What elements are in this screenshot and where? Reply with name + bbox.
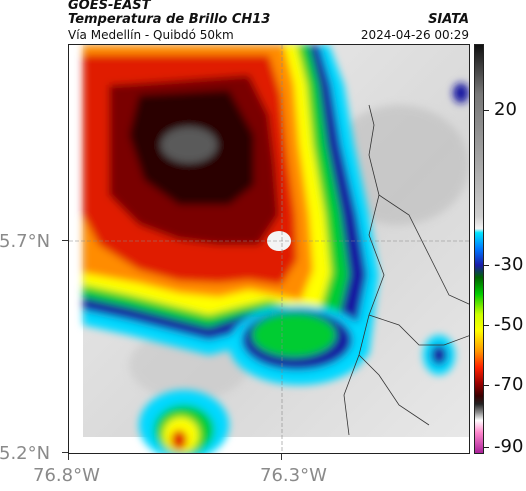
organization-label: SIATA: [428, 12, 469, 27]
timestamp: 2024-04-26 00:29: [360, 28, 469, 42]
route-subtitle: Vía Medellín - Quibdó 50km: [68, 28, 234, 42]
map-bottom-blank: [69, 437, 469, 453]
map-left-blank: [69, 45, 83, 453]
lon-label-76p8: 76.8°W: [33, 465, 100, 486]
brightness-temperature-map: [68, 44, 470, 454]
colorbar-tick-20: [484, 110, 489, 111]
lon-tick-76p3: [281, 454, 282, 460]
satellite-name: GOES-EAST: [68, 0, 151, 13]
lat-tick-5p7: [62, 240, 68, 241]
colorbar-label-m70: -70: [494, 374, 524, 395]
lon-tick-76p8: [68, 454, 69, 460]
cloud-top-grey: [161, 127, 217, 163]
map-title: Temperatura de Brillo CH13: [68, 12, 271, 27]
colorbar-label-m90: -90: [494, 436, 524, 457]
colorbar-tick-m90: [484, 447, 489, 448]
colorbar-label-m30: -30: [494, 254, 524, 275]
lon-label-76p3: 76.3°W: [260, 465, 327, 486]
boundary-lines: [343, 104, 469, 436]
lat-tick-5p2: [62, 452, 68, 453]
colorbar: [474, 44, 484, 454]
colorbar-tick-m70: [484, 385, 489, 386]
colorbar-label-m50: -50: [494, 314, 524, 335]
se-cell-blue: [431, 345, 447, 365]
south-cell-red: [171, 430, 187, 450]
lat-label-5p2: 5.2°N: [0, 443, 51, 464]
ne-cell-blue: [453, 83, 469, 103]
lat-label-5p7: 5.7°N: [0, 231, 51, 252]
colorbar-label-20: 20: [494, 99, 517, 120]
colorbar-tick-m50: [484, 325, 489, 326]
lower-cell-green: [252, 313, 336, 357]
colorbar-tick-m30: [484, 265, 489, 266]
